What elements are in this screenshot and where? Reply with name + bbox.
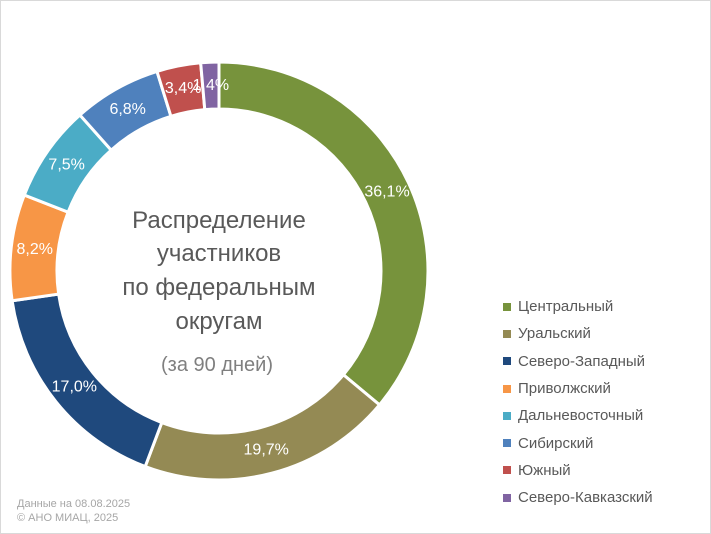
legend-label: Уральский bbox=[518, 325, 591, 343]
value-label-уральский: 19,7% bbox=[244, 442, 289, 459]
value-label-центральный: 36,1% bbox=[364, 184, 409, 201]
legend-label: Южный bbox=[518, 461, 571, 479]
legend-label: Приволжский bbox=[518, 380, 611, 398]
legend-label: Центральный bbox=[518, 298, 614, 316]
legend-item-центральный: Центральный bbox=[503, 293, 708, 320]
value-label-дальневосточный: 7,5% bbox=[48, 156, 84, 173]
chart-legend: Центральный Уральский Северо-Западный Приво… bbox=[503, 293, 708, 511]
legend-item-дальневосточный: Дальневосточный bbox=[503, 402, 708, 429]
legend-label: Северо-Кавказский bbox=[518, 489, 653, 507]
slice-центральный bbox=[217, 60, 430, 407]
chart-subtitle: (за 90 дней) bbox=[161, 354, 273, 376]
chart-title-line-4: округам bbox=[176, 308, 263, 335]
value-label-южный: 3,4% bbox=[165, 80, 201, 97]
footnote-copyright: © АНО МИАЦ, 2025 bbox=[17, 512, 119, 524]
chart-title-line-3: по федеральным bbox=[122, 274, 315, 301]
footnote: Данные на 08.08.2025 © АНО МИАЦ, 2025 bbox=[17, 497, 130, 525]
legend-swatch bbox=[503, 302, 511, 311]
legend-swatch bbox=[503, 493, 511, 502]
legend-label: Дальневосточный bbox=[518, 407, 644, 425]
legend-swatch bbox=[503, 439, 511, 448]
chart-title-line-2: участников bbox=[157, 240, 281, 267]
legend-swatch bbox=[503, 466, 511, 475]
value-label-северо-западный: 17,0% bbox=[52, 378, 97, 395]
legend-item-уральский: Уральский bbox=[503, 320, 708, 347]
legend-swatch bbox=[503, 384, 511, 393]
value-label-приволжский: 8,2% bbox=[16, 241, 52, 258]
legend-item-сибирский: Сибирский bbox=[503, 429, 708, 456]
legend-swatch bbox=[503, 329, 511, 338]
legend-swatch bbox=[503, 411, 511, 420]
legend-item-северо-западный: Северо-Западный bbox=[503, 348, 708, 375]
legend-label: Сибирский bbox=[518, 434, 594, 452]
slice-уральский bbox=[143, 372, 382, 482]
slice-северо-кавказский bbox=[199, 60, 221, 112]
donut-value-labels: 36,1% 19,7% 17,0% 8,2% 7,5% 6,8% 3,4%1,4% bbox=[16, 77, 409, 459]
chart-title: Распределение участников по федеральным … bbox=[122, 207, 315, 376]
legend-item-приволжский: Приволжский bbox=[503, 375, 708, 402]
donut-slices bbox=[8, 60, 430, 482]
legend-label: Северо-Западный bbox=[518, 352, 646, 370]
value-label-северо-кавказский: 1,4% bbox=[193, 77, 229, 94]
value-label-сибирский: 6,8% bbox=[109, 101, 145, 118]
footnote-date: Данные на 08.08.2025 bbox=[17, 498, 131, 510]
legend-item-северо-кавказский: Северо-Кавказский bbox=[503, 484, 708, 511]
legend-swatch bbox=[503, 357, 511, 366]
legend-item-южный: Южный bbox=[503, 457, 708, 484]
chart-title-line-1: Распределение bbox=[132, 207, 306, 234]
